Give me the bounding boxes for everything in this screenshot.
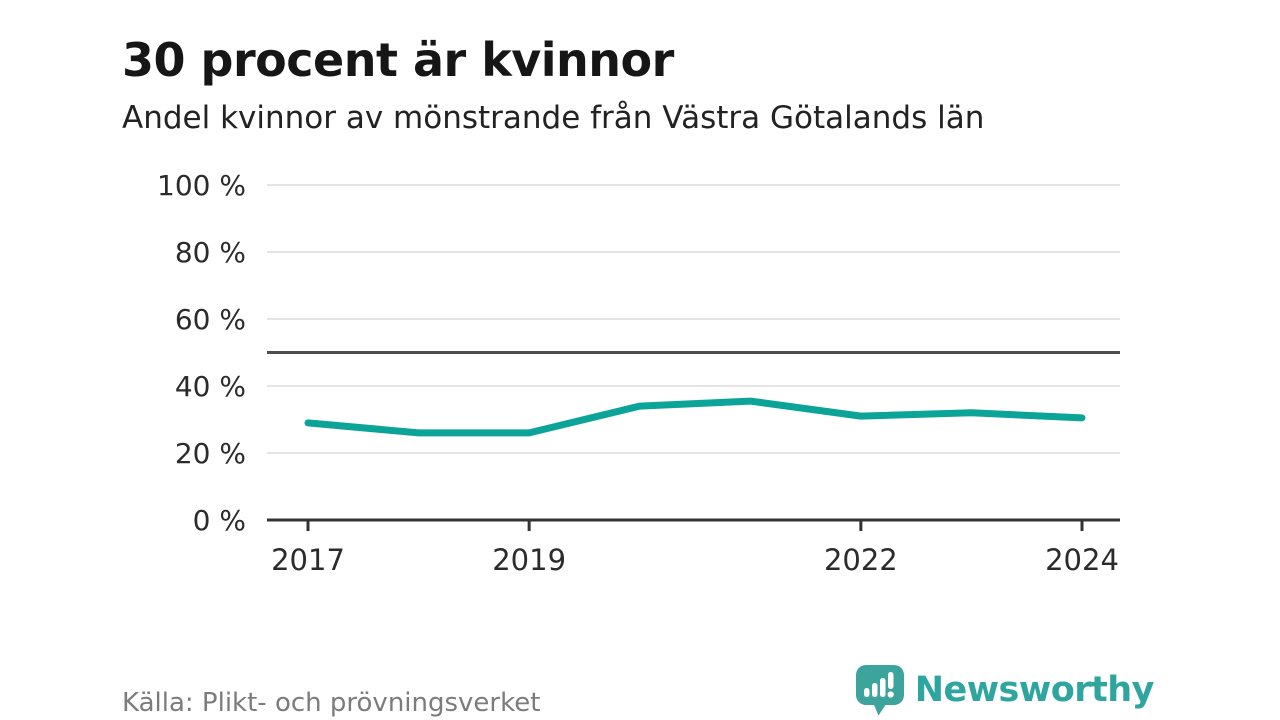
- x-axis-tick-label: 2022: [824, 543, 898, 577]
- x-axis-tick-label: 2019: [492, 543, 566, 577]
- source-note: Källa: Plikt- och prövningsverket: [122, 688, 541, 718]
- y-axis-tick-label: 0 %: [193, 504, 246, 537]
- newsworthy-logo-icon: [855, 664, 905, 716]
- x-axis-tick-label: 2017: [271, 543, 345, 577]
- data-line: [304, 397, 1086, 437]
- y-axis-tick-label: 20 %: [175, 437, 246, 470]
- x-axis-tick-label: 2024: [1045, 543, 1119, 577]
- y-axis-tick-label: 80 %: [175, 236, 246, 269]
- y-axis-tick-label: 100 %: [157, 169, 246, 202]
- newsworthy-logo: Newsworthy: [855, 664, 1155, 716]
- y-axis-tick-label: 40 %: [175, 370, 246, 403]
- y-axis-tick-label: 60 %: [175, 303, 246, 336]
- newsworthy-logo-text: Newsworthy: [914, 670, 1155, 710]
- chart-subtitle: Andel kvinnor av mönstrande från Västra …: [122, 100, 985, 136]
- chart-title: 30 procent är kvinnor: [122, 32, 674, 87]
